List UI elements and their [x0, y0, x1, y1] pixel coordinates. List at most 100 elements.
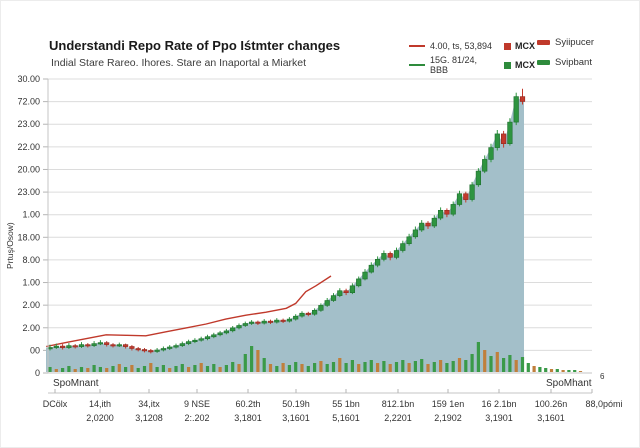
volume-bar [445, 363, 449, 372]
volume-bar [451, 361, 455, 372]
volume-bar [205, 366, 210, 372]
volume-bar [476, 342, 480, 372]
volume-bar [262, 358, 266, 372]
candle-body [280, 319, 286, 322]
candle-body [513, 96, 519, 123]
candle-body [450, 204, 456, 215]
candle-body [324, 300, 330, 306]
candle-body [387, 253, 393, 258]
volume-bar [98, 367, 102, 372]
candle-body [368, 264, 374, 273]
volume-bar [287, 365, 291, 372]
y-tick-label: 72.00 [17, 97, 40, 107]
volume-bar [92, 365, 96, 372]
candle-body [274, 319, 280, 323]
volume-bar [168, 368, 172, 372]
candle-body [507, 121, 513, 144]
x-tick-label: 100.26n [535, 399, 568, 409]
volume-bar [180, 364, 184, 372]
candle-body [349, 285, 356, 293]
candle-body [412, 229, 419, 238]
candle-body [261, 320, 267, 324]
x-tick-sublabel: 5,1601 [332, 413, 360, 423]
volume-bar [544, 368, 548, 372]
candle-body [318, 305, 324, 311]
volume-bar [231, 362, 235, 372]
legend-item-red-series[interactable]: 4.00, ts, 53,894 MCX [409, 38, 535, 54]
volume-bar [457, 358, 462, 372]
volume-bar [426, 364, 430, 372]
candle-body [519, 96, 526, 102]
candle-body [374, 258, 381, 266]
legend-label: 15G. 81/24, BBB [430, 55, 478, 75]
volume-bar [483, 350, 487, 372]
volume-bar [294, 362, 298, 372]
volume-bar [407, 363, 411, 372]
candle-body [110, 344, 116, 347]
price-area [46, 96, 524, 372]
legend-flags: Syiipucer Svipbant [537, 34, 594, 74]
volume-bar [237, 364, 241, 372]
legend-marker-label: MCX [515, 41, 535, 51]
candle-body [148, 350, 154, 353]
candle-body [167, 346, 173, 349]
candle-body [198, 338, 204, 341]
legend-item-green-series[interactable]: 15G. 81/24, BBB MCX [409, 55, 535, 75]
candle-body [104, 342, 110, 345]
candle-body [129, 346, 135, 349]
volume-bar [193, 365, 197, 372]
green-line-sample-icon [409, 64, 425, 66]
volume-bar [268, 364, 273, 372]
candle-body [444, 210, 450, 215]
red-square-marker-icon [504, 42, 511, 50]
x-tick-sublabel: 3,1208 [135, 413, 163, 423]
green-square-marker-icon [504, 61, 511, 69]
volume-bar [319, 361, 323, 372]
chart-subtitle: Indial Stare Rareo. Ihores. Stare an Ina… [51, 57, 307, 69]
red-line-sample-icon [409, 45, 425, 47]
legend-flag-red[interactable]: Syiipucer [537, 34, 594, 50]
x-tick-label: 812.1bn [382, 399, 415, 409]
candle-body [330, 295, 337, 301]
x-tick-label: 55 1bn [332, 399, 360, 409]
candle-body [419, 222, 425, 231]
volume-bar [136, 368, 140, 372]
volume-bar [388, 364, 392, 372]
volume-bar [376, 363, 380, 372]
candle-body [85, 344, 91, 347]
volume-bar [432, 362, 436, 372]
candle-body [406, 236, 412, 245]
candle-body [500, 133, 507, 144]
legend-marker-label: MCX [515, 60, 535, 70]
volume-bar [155, 367, 159, 372]
candle-body [494, 133, 500, 148]
legend: 4.00, ts, 53,894 MCX 15G. 81/24, BBB MCX [409, 38, 535, 76]
volume-bar [105, 368, 109, 372]
volume-bar [161, 365, 165, 372]
legend-flag-green[interactable]: Svipbant [537, 54, 594, 70]
volume-bar [495, 352, 499, 372]
x-tick-label: 88,0pómi [585, 399, 622, 409]
volume-bar [124, 367, 128, 372]
x-tick-sublabel: 2,2201 [384, 413, 412, 423]
x-tick-sublabel: 2,1902 [434, 413, 462, 423]
candle-body [463, 193, 469, 200]
candle-body [123, 344, 129, 347]
x-tick-label: 60.2th [235, 399, 260, 409]
x-tick-label: 9 NSE [184, 399, 210, 409]
volume-bar [508, 355, 512, 372]
candle-body [249, 321, 255, 324]
candle-body [255, 321, 261, 324]
volume-bar [573, 370, 577, 372]
candle-body [242, 323, 248, 326]
candle-body [311, 309, 318, 315]
sma-line [46, 275, 332, 348]
candle-body [381, 253, 387, 260]
volume-bar [218, 367, 222, 372]
candle-body [211, 334, 217, 338]
volume-bar [382, 361, 386, 372]
volume-bar [555, 369, 559, 372]
y-tick-label: 22.00 [17, 142, 40, 152]
x-tick-sublabel: 2,0200 [86, 413, 114, 423]
